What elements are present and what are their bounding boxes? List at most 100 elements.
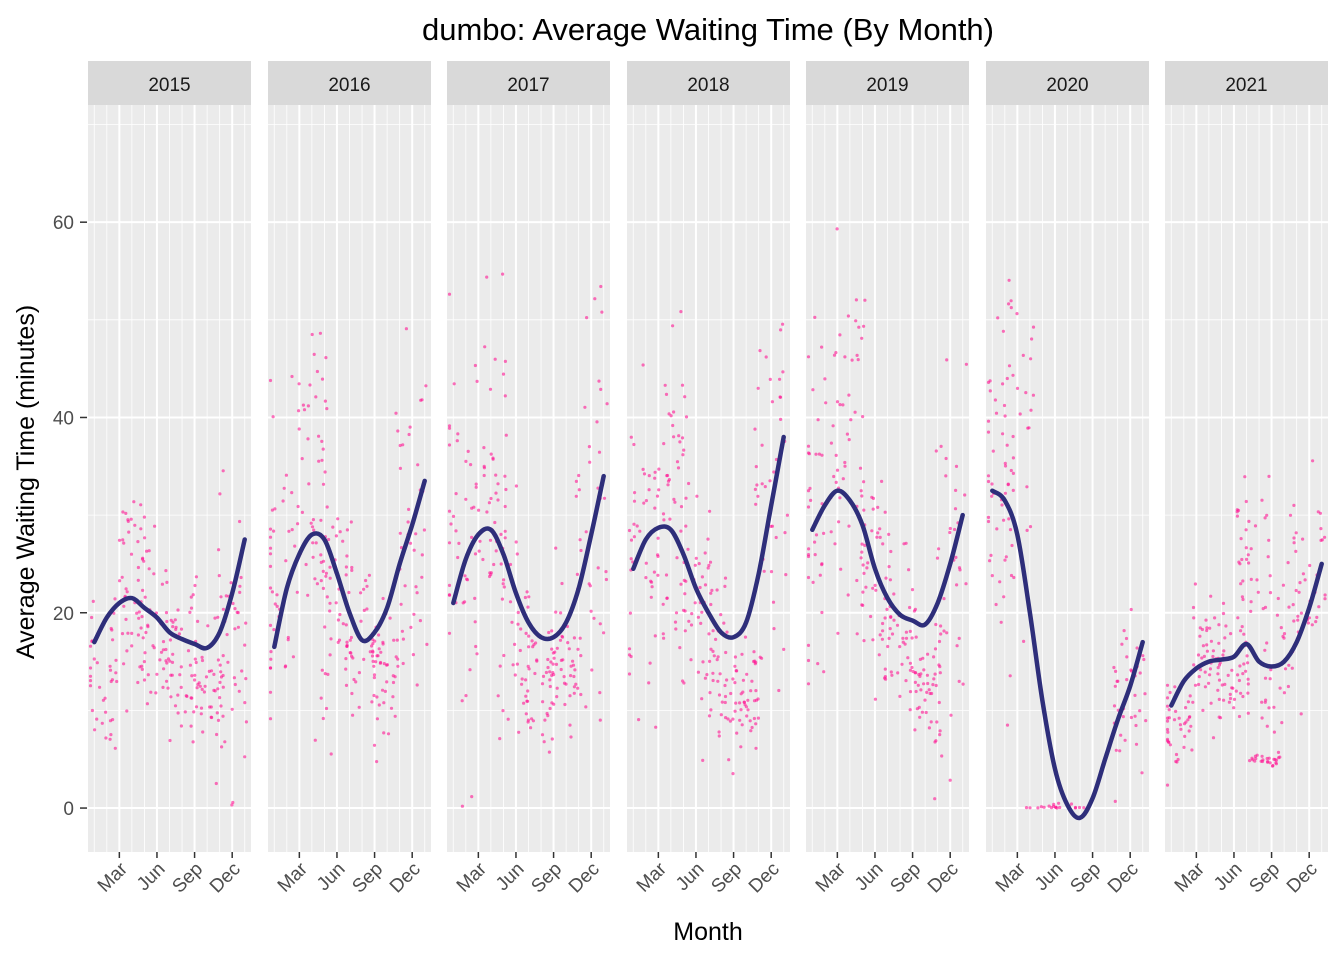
data-point <box>829 441 834 445</box>
data-point <box>723 584 727 589</box>
data-point <box>683 629 687 633</box>
data-point <box>903 642 907 646</box>
data-point <box>275 593 279 597</box>
data-point <box>341 539 345 543</box>
data-point <box>716 679 720 683</box>
data-point <box>1010 543 1014 548</box>
data-point <box>1255 578 1259 582</box>
data-point <box>733 655 738 659</box>
data-point <box>224 594 228 598</box>
data-point <box>109 626 113 631</box>
data-point <box>859 489 863 493</box>
data-point <box>273 602 277 606</box>
data-point <box>482 466 486 470</box>
data-point <box>1186 700 1190 704</box>
data-point <box>382 701 386 705</box>
data-point <box>493 520 497 525</box>
data-point <box>1290 666 1294 670</box>
data-point <box>1125 655 1129 659</box>
data-point <box>485 510 489 514</box>
data-point <box>1275 613 1279 617</box>
data-point <box>563 702 567 707</box>
data-point <box>709 591 713 595</box>
data-point <box>554 546 558 550</box>
data-point <box>904 636 909 640</box>
data-point <box>317 459 321 463</box>
data-point <box>296 522 300 526</box>
data-point <box>863 543 867 548</box>
data-point <box>837 520 841 524</box>
data-point <box>816 662 820 666</box>
data-point <box>451 514 456 519</box>
data-point <box>762 569 766 573</box>
data-point <box>1263 648 1267 652</box>
data-point <box>733 681 737 685</box>
data-point <box>687 481 691 486</box>
x-tick-label: Dec <box>1283 859 1322 898</box>
data-point <box>718 672 722 676</box>
data-point <box>937 639 942 644</box>
data-point <box>1004 555 1008 559</box>
data-point <box>1165 683 1170 687</box>
data-point <box>990 482 994 486</box>
smooth-trend-line <box>810 488 965 628</box>
data-point <box>173 618 177 622</box>
data-point <box>629 435 633 439</box>
data-point <box>889 670 893 674</box>
data-point <box>569 664 573 668</box>
data-point <box>1018 412 1022 416</box>
data-point <box>1188 694 1192 698</box>
data-point <box>526 689 530 693</box>
data-point <box>350 565 354 570</box>
data-point <box>632 442 636 447</box>
data-point <box>727 758 731 762</box>
data-point <box>1237 714 1242 719</box>
data-point <box>876 531 880 535</box>
data-point <box>829 530 833 534</box>
data-point <box>201 730 205 734</box>
data-point <box>221 685 225 689</box>
data-point <box>884 576 888 580</box>
data-point <box>901 636 905 640</box>
data-point <box>370 644 374 648</box>
data-point <box>988 389 992 393</box>
data-point <box>668 517 672 521</box>
data-point <box>740 723 744 727</box>
data-point <box>1272 757 1276 761</box>
data-point <box>734 701 738 705</box>
data-point <box>705 673 709 677</box>
facet-strip <box>1165 61 1328 105</box>
data-point <box>412 548 416 552</box>
data-point <box>953 507 958 511</box>
data-point <box>168 738 172 743</box>
data-point <box>1082 806 1086 810</box>
data-point <box>315 582 319 586</box>
data-point <box>711 671 715 675</box>
facet-strip-label: 2020 <box>1046 75 1088 96</box>
data-point <box>1301 537 1305 541</box>
data-point <box>420 575 424 579</box>
data-point <box>708 560 713 564</box>
data-point <box>926 652 930 656</box>
data-point <box>527 595 531 599</box>
data-point <box>178 673 182 677</box>
data-point <box>886 644 890 649</box>
data-point <box>1192 616 1196 620</box>
data-point <box>597 450 602 454</box>
data-point <box>945 358 949 362</box>
data-point <box>290 491 294 495</box>
data-point <box>1232 706 1236 710</box>
data-point <box>219 595 223 599</box>
data-point <box>939 624 943 628</box>
data-point <box>230 803 234 807</box>
data-point <box>408 425 412 429</box>
data-point <box>502 585 506 589</box>
data-point <box>629 557 633 561</box>
data-point <box>474 482 478 486</box>
data-point <box>988 559 992 563</box>
data-point <box>1244 499 1248 504</box>
data-point <box>177 632 181 636</box>
data-point <box>325 505 329 509</box>
data-point <box>723 700 727 705</box>
